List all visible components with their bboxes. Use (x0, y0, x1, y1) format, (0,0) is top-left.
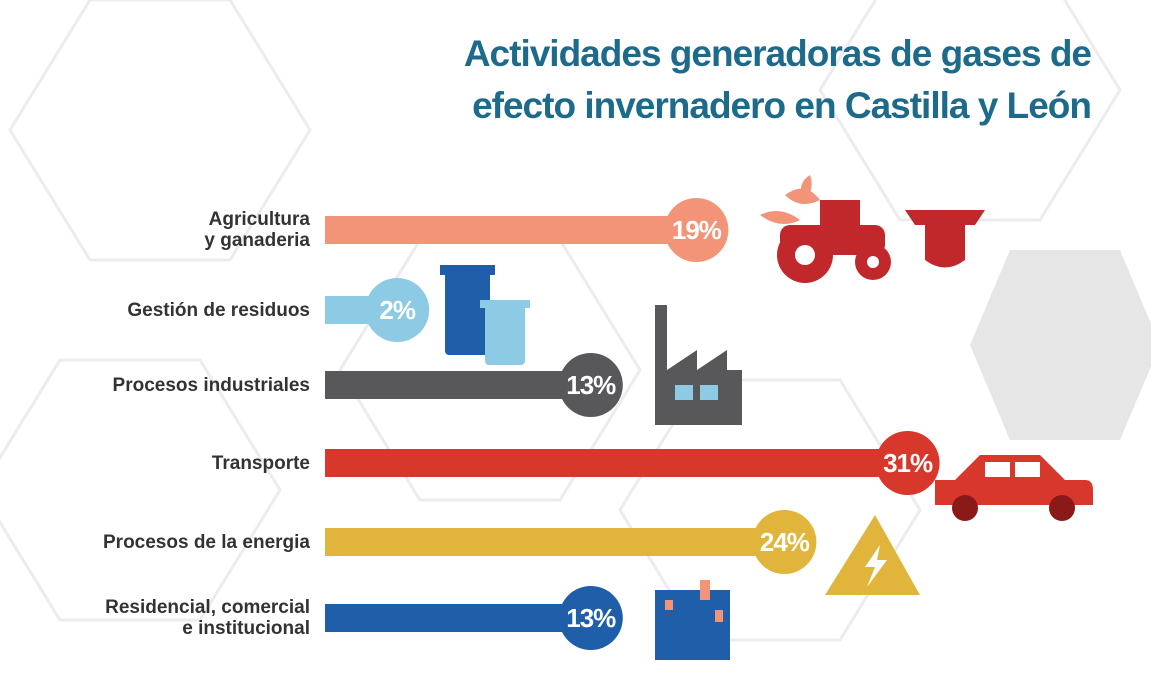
buildings-icon (655, 580, 730, 660)
category-label: Procesos industriales (112, 374, 310, 396)
bar-end (752, 510, 817, 574)
bar-end (875, 431, 940, 495)
bar (325, 216, 697, 244)
category-label: Gestión de residuos (127, 299, 310, 321)
category-label: Procesos de la energia (103, 531, 310, 553)
category-label: Transporte (211, 452, 310, 474)
category-label: Agricultura y ganaderia (204, 209, 310, 251)
bins-icon (440, 265, 530, 365)
energy-icon (825, 515, 920, 595)
bar-end (365, 278, 430, 342)
bar-end (558, 586, 623, 650)
value-label: 31% (883, 448, 933, 478)
bar (325, 449, 908, 477)
background-hexagon (970, 250, 1151, 440)
tractor-icon (760, 175, 891, 283)
chart-title: Actividades generadoras de gases de efec… (463, 33, 1092, 126)
value-label: 13% (566, 370, 616, 400)
bar (325, 604, 591, 632)
bar-end (664, 198, 729, 262)
value-label: 24% (760, 527, 810, 557)
bar-end (558, 353, 623, 417)
factory-icon (655, 305, 742, 425)
value-label: 19% (672, 215, 722, 245)
cow-icon (905, 210, 985, 268)
car-icon (935, 455, 1093, 521)
category-label: Residencial, comercial e institucional (105, 597, 310, 639)
value-label: 2% (379, 295, 415, 325)
bar (325, 371, 591, 399)
bar (325, 528, 785, 556)
value-label: 13% (566, 603, 616, 633)
